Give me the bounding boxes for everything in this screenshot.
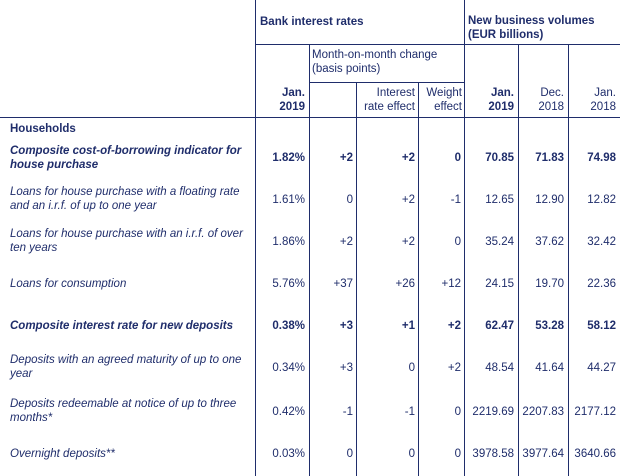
cell-vol-jan2019: 2219.69	[472, 406, 514, 418]
cell-vol-jan2018: 3640.66	[574, 448, 616, 460]
cell-vol-jan2018: 74.98	[587, 152, 616, 164]
header-rule-sub	[309, 82, 464, 83]
cell-we: 0	[454, 152, 461, 164]
row-label: Loans for consumption	[10, 278, 127, 290]
header-rate-jan2019-year: 2019	[279, 101, 305, 113]
row-label: Loans for house purchase with a floating…	[10, 186, 240, 212]
cell-vol-dec2018: 3977.64	[522, 448, 564, 460]
header-dec2018-year: 2018	[538, 101, 564, 113]
cell-vol-jan2018: 32.42	[587, 236, 616, 248]
col-divider-ire	[356, 82, 357, 476]
cell-vol-dec2018: 37.62	[535, 236, 564, 248]
cell-we: +2	[447, 362, 461, 374]
col-divider-dec	[518, 44, 519, 476]
cell-we: 0	[454, 448, 461, 460]
cell-vol-dec2018: 53.28	[535, 320, 564, 332]
row-label: Composite cost-of-borrowing indicator fo…	[10, 145, 242, 171]
header-mom-change: Month-on-month change (basis points)	[312, 49, 438, 75]
row-label: Overnight deposits**	[10, 448, 115, 460]
col-divider-mom	[309, 44, 310, 476]
header-vol-jan2019-month: Jan.	[490, 87, 514, 99]
header-rule-bottom	[0, 117, 620, 118]
cell-rate: 5.76%	[272, 278, 305, 290]
cell-rate: 0.34%	[272, 362, 305, 374]
header-vol-jan2019-year: 2019	[488, 101, 514, 113]
cell-vol-jan2019: 12.65	[485, 194, 514, 206]
cell-ire: +2	[401, 236, 415, 248]
header-bank-interest-rates: Bank interest rates	[260, 16, 364, 28]
section-title: Households	[10, 123, 76, 135]
cell-rate: 0.38%	[272, 320, 305, 332]
cell-rate: 1.86%	[272, 236, 305, 248]
cell-mom: +2	[339, 236, 353, 248]
cell-vol-dec2018: 41.64	[535, 362, 564, 374]
row-label: Composite interest rate for new deposits	[10, 320, 234, 332]
cell-ire: +2	[401, 152, 415, 164]
cell-vol-jan2018: 12.82	[587, 194, 616, 206]
cell-vol-jan2018: 2177.12	[574, 406, 616, 418]
row-label: Loans for house purchase with an i.r.f. …	[10, 228, 243, 254]
row-label: Deposits redeemable at notice of up to t…	[10, 398, 237, 424]
cell-vol-jan2018: 58.12	[587, 320, 616, 332]
row-label: Deposits with an agreed maturity of up t…	[10, 354, 242, 380]
cell-we: 0	[454, 236, 461, 248]
cell-rate: 1.61%	[272, 194, 305, 206]
cell-vol-jan2018: 44.27	[587, 362, 616, 374]
cell-vol-dec2018: 12.90	[535, 194, 564, 206]
cell-ire: +1	[401, 320, 415, 332]
cell-mom: +2	[339, 152, 353, 164]
cell-ire: +26	[395, 278, 415, 290]
header-weight-effect: Weight effect	[426, 87, 462, 113]
cell-vol-jan2019: 70.85	[485, 152, 514, 164]
col-divider-jan18	[568, 44, 569, 476]
col-divider-rates	[255, 0, 256, 476]
col-divider-volumes	[464, 0, 465, 476]
cell-we: +2	[447, 320, 461, 332]
cell-vol-dec2018: 2207.83	[522, 406, 564, 418]
cell-vol-dec2018: 19.70	[535, 278, 564, 290]
cell-mom: 0	[346, 194, 353, 206]
cell-we: -1	[450, 194, 461, 206]
header-interest-rate-effect: Interest rate effect	[364, 87, 415, 113]
cell-mom: +3	[339, 362, 353, 374]
cell-rate: 1.82%	[272, 152, 305, 164]
cell-ire: +2	[401, 194, 415, 206]
cell-vol-jan2019: 3978.58	[472, 448, 514, 460]
header-jan2018-month: Jan.	[594, 87, 616, 99]
cell-vol-jan2019: 62.47	[485, 320, 514, 332]
header-rule-top	[255, 44, 620, 45]
header-jan2018-year: 2018	[590, 101, 616, 113]
cell-vol-dec2018: 71.83	[535, 152, 564, 164]
cell-ire: 0	[408, 362, 415, 374]
cell-we: 0	[454, 406, 461, 418]
cell-rate: 0.42%	[272, 406, 305, 418]
col-divider-we	[418, 82, 419, 476]
cell-vol-jan2019: 24.15	[485, 278, 514, 290]
header-rate-jan2019-month: Jan.	[281, 87, 305, 99]
cell-mom: +37	[333, 278, 353, 290]
cell-ire: 0	[408, 448, 415, 460]
header-dec2018-month: Dec.	[540, 87, 564, 99]
cell-rate: 0.03%	[272, 448, 305, 460]
cell-mom: 0	[346, 448, 353, 460]
cell-vol-jan2018: 22.36	[587, 278, 616, 290]
cell-vol-jan2019: 35.24	[485, 236, 514, 248]
cell-we: +12	[441, 278, 461, 290]
cell-ire: -1	[404, 406, 415, 418]
cell-vol-jan2019: 48.54	[485, 362, 514, 374]
header-new-business-volumes: New business volumes (EUR billions)	[468, 15, 595, 41]
cell-mom: +3	[339, 320, 353, 332]
cell-mom: -1	[342, 406, 353, 418]
